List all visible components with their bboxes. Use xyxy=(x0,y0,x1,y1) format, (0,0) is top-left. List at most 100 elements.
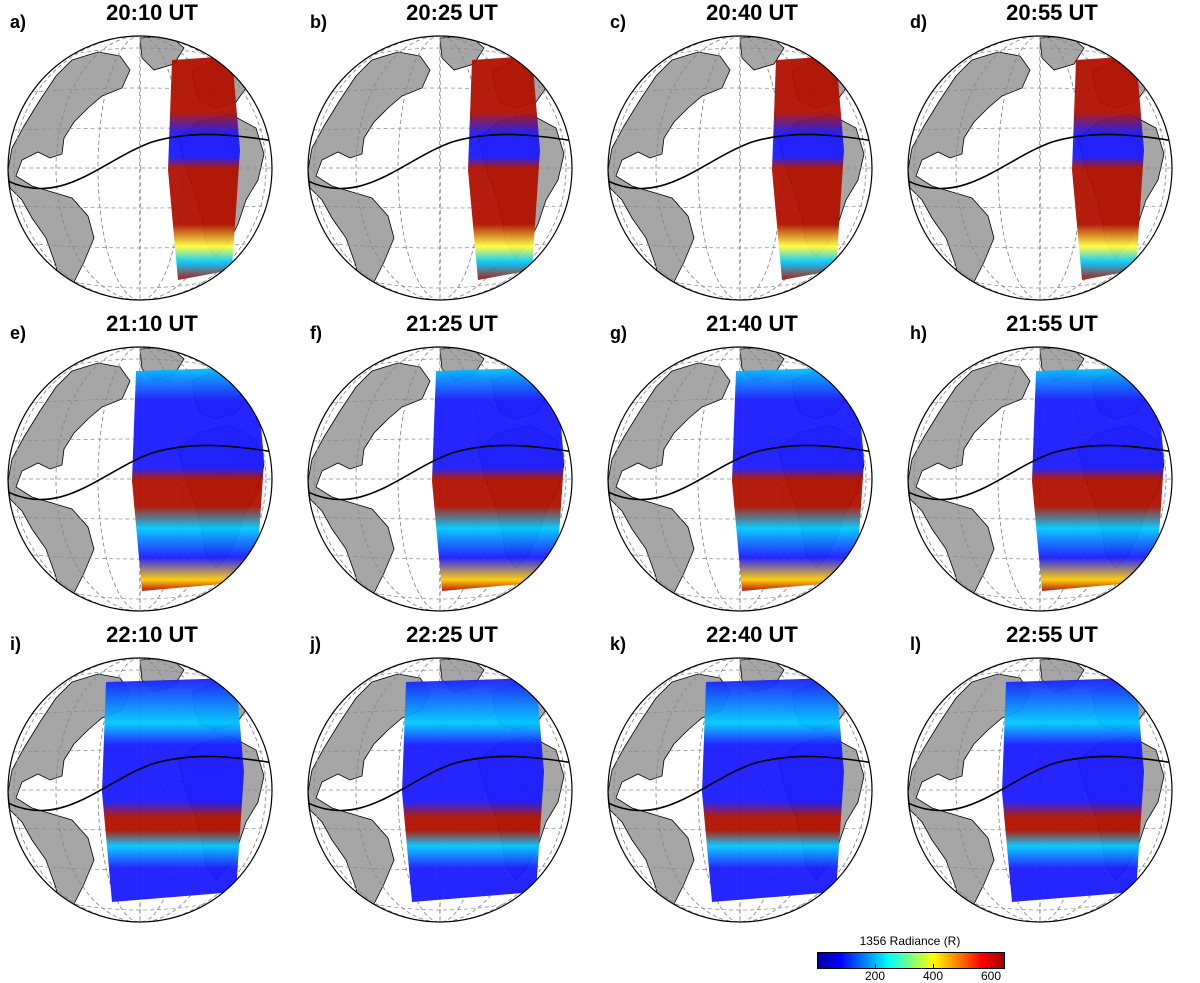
panel-letter-label: a) xyxy=(10,12,27,32)
colorbar: 1356 Radiance (R) 200 400 600 xyxy=(815,934,1005,983)
latitude-gridline xyxy=(313,205,567,209)
globe-map xyxy=(607,35,873,301)
globe-map xyxy=(7,35,273,301)
magnetic-equator-line xyxy=(8,133,272,190)
panel-time-title: 20:55 UT xyxy=(1006,0,1098,25)
globe-panel: 20:25 UT b) xyxy=(302,0,602,318)
globe-rim xyxy=(907,657,1173,923)
magnetic-equator-line xyxy=(8,755,272,812)
meridian-gridline xyxy=(13,36,267,300)
meridian-gridline xyxy=(139,36,141,300)
globe-rim xyxy=(607,346,873,612)
panel-time-title: 22:10 UT xyxy=(106,622,198,647)
globe-panel: 22:10 UT i) xyxy=(2,622,302,940)
latitude-gridline xyxy=(613,127,867,131)
radiance-swath xyxy=(168,56,240,280)
meridian-gridline xyxy=(313,347,567,611)
greenland-landmass xyxy=(739,36,785,71)
globe-map xyxy=(907,346,1173,612)
meridian-gridline xyxy=(439,36,441,300)
meridian-gridline xyxy=(913,36,1167,300)
globe-rim xyxy=(307,346,573,612)
panel-letter-label: e) xyxy=(10,323,27,343)
globe-map xyxy=(307,35,573,301)
latitude-gridline xyxy=(613,205,867,209)
globe-rim xyxy=(307,657,573,923)
panel-letter-label: k) xyxy=(610,634,627,654)
magnetic-equator-line xyxy=(308,133,572,190)
panel-time-title: 21:40 UT xyxy=(706,311,798,336)
meridian-gridline xyxy=(13,658,267,922)
magnetic-equator-line xyxy=(908,755,1172,812)
panel-letter-label: g) xyxy=(610,323,627,343)
radiance-swath xyxy=(1032,367,1164,591)
globe-map xyxy=(307,657,573,923)
magnetic-equator-line xyxy=(908,444,1172,501)
panel-letter-label: j) xyxy=(310,634,321,654)
colorbar-title: 1356 Radiance (R) xyxy=(859,934,961,948)
magnetic-equator-line xyxy=(608,755,872,812)
panel-time-title: 20:40 UT xyxy=(706,0,798,25)
globe-panel: 22:40 UT k) xyxy=(602,622,902,940)
magnetic-equator-line xyxy=(308,444,572,501)
colorbar-tickmark xyxy=(991,964,992,968)
radiance-swath xyxy=(702,678,844,902)
radiance-swath xyxy=(772,56,844,280)
globe-panel: 21:40 UT g) xyxy=(602,311,902,629)
radiance-swath xyxy=(132,367,264,591)
latitude-gridline xyxy=(913,127,1167,131)
globe-map xyxy=(307,346,573,612)
panel-time-title: 21:10 UT xyxy=(106,311,198,336)
globe-rim xyxy=(307,35,573,301)
latitude-gridline xyxy=(13,205,267,209)
meridian-gridline xyxy=(613,658,867,922)
panel-letter-label: d) xyxy=(910,12,927,32)
meridian-gridline xyxy=(613,347,867,611)
radiance-swath xyxy=(402,678,544,902)
radiance-swath xyxy=(1002,678,1144,902)
globe-map xyxy=(907,35,1173,301)
panel-time-title: 22:25 UT xyxy=(406,622,498,647)
meridian-gridline xyxy=(739,36,741,300)
panel-letter-label: c) xyxy=(610,12,627,32)
magnetic-equator-line xyxy=(308,755,572,812)
globe-map xyxy=(907,657,1173,923)
globe-map xyxy=(7,657,273,923)
colorbar-tick-label: 200 xyxy=(864,969,886,983)
magnetic-equator-line xyxy=(608,444,872,501)
colorbar-tick-label: 600 xyxy=(980,969,1002,983)
magnetic-equator-line xyxy=(8,444,272,501)
greenland-landmass xyxy=(1039,36,1085,71)
globe-rim xyxy=(907,346,1173,612)
panel-letter-label: f) xyxy=(310,323,322,343)
panel-time-title: 20:10 UT xyxy=(106,0,198,25)
magnetic-equator-line xyxy=(908,133,1172,190)
colorbar-tickmark xyxy=(933,964,934,968)
globe-map xyxy=(607,657,873,923)
latitude-gridline xyxy=(13,127,267,131)
globe-panel: 20:40 UT c) xyxy=(602,0,902,318)
meridian-gridline xyxy=(913,658,1167,922)
globe-panel: 20:10 UT a) xyxy=(2,0,302,318)
latitude-gridline xyxy=(313,127,567,131)
globe-panel: 21:55 UT h) xyxy=(902,311,1200,629)
meridian-gridline xyxy=(913,347,1167,611)
panel-letter-label: b) xyxy=(310,12,327,32)
radiance-swath xyxy=(1072,56,1144,280)
radiance-swath xyxy=(468,56,540,280)
panel-letter-label: i) xyxy=(10,634,21,654)
panel-time-title: 21:55 UT xyxy=(1006,311,1098,336)
globe-rim xyxy=(7,346,273,612)
globe-rim xyxy=(607,35,873,301)
radiance-swath xyxy=(102,678,244,902)
colorbar-tickmark xyxy=(875,964,876,968)
magnetic-equator-line xyxy=(608,133,872,190)
meridian-gridline xyxy=(313,36,567,300)
globe-rim xyxy=(7,35,273,301)
globe-rim xyxy=(607,657,873,923)
radiance-swath xyxy=(432,367,564,591)
globe-rim xyxy=(907,35,1173,301)
meridian-gridline xyxy=(13,347,267,611)
globe-panel: 21:25 UT f) xyxy=(302,311,602,629)
globe-panel: 20:55 UT d) xyxy=(902,0,1200,318)
